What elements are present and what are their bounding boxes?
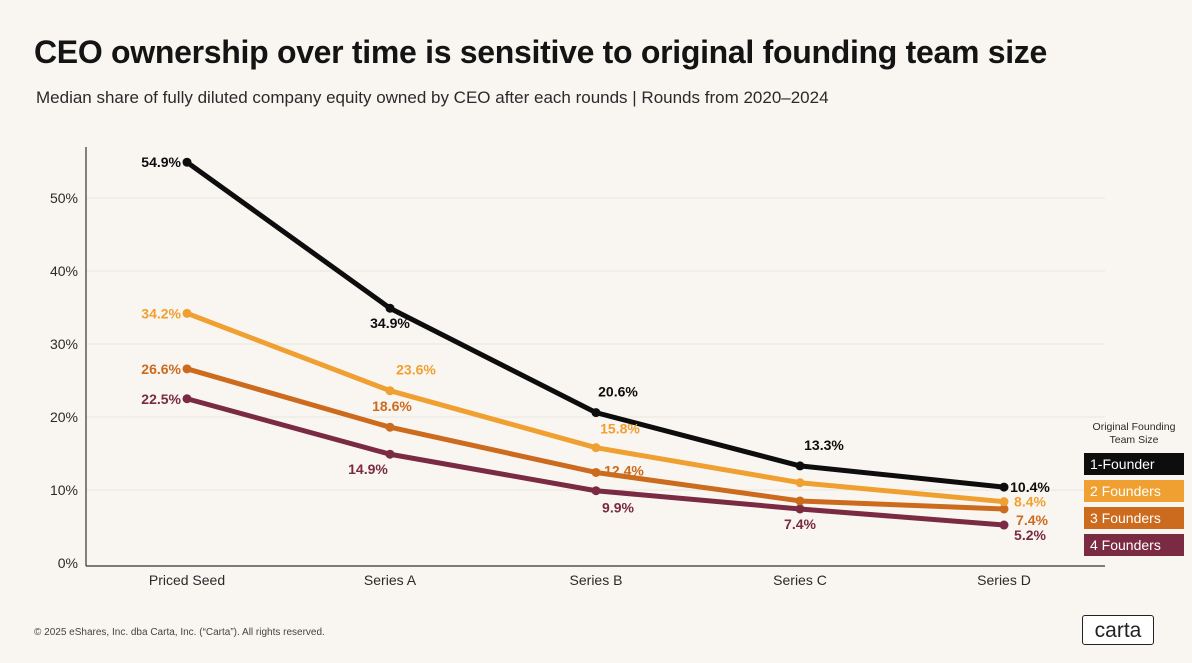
series-points bbox=[182, 157, 1009, 530]
data-label: 54.9% bbox=[141, 154, 181, 170]
data-point bbox=[591, 408, 601, 418]
data-point bbox=[182, 394, 192, 404]
data-point bbox=[591, 486, 601, 496]
legend: Original Founding Team Size 1-Founder 2 … bbox=[1084, 421, 1184, 561]
y-tick-label: 30% bbox=[50, 336, 78, 352]
copyright-footer: © 2025 eShares, Inc. dba Carta, Inc. (“C… bbox=[34, 627, 325, 638]
data-label: 9.9% bbox=[602, 500, 634, 516]
data-label: 18.6% bbox=[372, 398, 412, 414]
legend-title: Original Founding Team Size bbox=[1084, 421, 1184, 447]
y-tick-label: 40% bbox=[50, 263, 78, 279]
chart-title: CEO ownership over time is sensitive to … bbox=[34, 34, 1047, 70]
data-label: 13.3% bbox=[804, 437, 844, 453]
x-tick-label: Series A bbox=[364, 572, 417, 588]
data-point bbox=[182, 157, 192, 167]
legend-item-2-founders: 2 Founders bbox=[1084, 480, 1184, 502]
data-point bbox=[795, 478, 805, 488]
data-label: 10.4% bbox=[1010, 479, 1050, 495]
data-point bbox=[795, 504, 805, 514]
data-label: 26.6% bbox=[141, 361, 181, 377]
legend-item-1-founder: 1-Founder bbox=[1084, 453, 1184, 475]
data-label: 7.4% bbox=[1016, 512, 1048, 528]
data-point bbox=[591, 443, 601, 453]
y-tick-label: 20% bbox=[50, 409, 78, 425]
y-axis-ticks: 0% 10% 20% 30% 40% 50% bbox=[50, 190, 78, 571]
data-label: 14.9% bbox=[348, 461, 388, 477]
series-line-1-founder bbox=[184, 159, 1007, 490]
chart-subtitle: Median share of fully diluted company eq… bbox=[36, 88, 829, 107]
legend-title-line2: Team Size bbox=[1109, 434, 1159, 446]
axes bbox=[85, 147, 1105, 567]
data-point bbox=[795, 496, 805, 506]
data-labels: 22.5%14.9%9.9%7.4%5.2%26.6%18.6%12.4%7.4… bbox=[141, 154, 1050, 543]
data-point bbox=[385, 422, 395, 432]
data-label: 23.6% bbox=[396, 362, 436, 378]
data-point bbox=[182, 364, 192, 374]
data-point bbox=[385, 449, 395, 459]
legend-title-line1: Original Founding bbox=[1092, 421, 1176, 433]
x-tick-label: Series C bbox=[773, 572, 827, 588]
data-point bbox=[385, 386, 395, 396]
data-label: 34.9% bbox=[370, 315, 410, 331]
y-tick-label: 0% bbox=[58, 555, 78, 571]
x-tick-label: Series D bbox=[977, 572, 1031, 588]
data-point bbox=[999, 504, 1009, 514]
legend-item-4-founders: 4 Founders bbox=[1084, 534, 1184, 556]
data-point bbox=[795, 461, 805, 471]
data-label: 7.4% bbox=[784, 516, 816, 532]
data-label: 5.2% bbox=[1014, 527, 1046, 543]
data-label: 8.4% bbox=[1014, 494, 1046, 510]
data-label: 15.8% bbox=[600, 421, 640, 437]
y-tick-label: 50% bbox=[50, 190, 78, 206]
data-label: 22.5% bbox=[141, 391, 181, 407]
data-label: 34.2% bbox=[141, 305, 181, 321]
data-point bbox=[182, 308, 192, 318]
data-point bbox=[385, 303, 395, 313]
x-tick-label: Series B bbox=[570, 572, 623, 588]
legend-item-3-founders: 3 Founders bbox=[1084, 507, 1184, 529]
data-label: 20.6% bbox=[598, 384, 638, 400]
x-axis-ticks: Priced Seed Series A Series B Series C Serie… bbox=[149, 572, 1031, 588]
data-point bbox=[999, 497, 1009, 507]
x-tick-label: Priced Seed bbox=[149, 572, 225, 588]
data-label: 12.4% bbox=[604, 462, 644, 478]
carta-logo: carta bbox=[1082, 615, 1154, 645]
y-tick-label: 10% bbox=[50, 482, 78, 498]
data-point bbox=[999, 482, 1009, 492]
data-point bbox=[591, 467, 601, 477]
data-point bbox=[999, 520, 1009, 530]
